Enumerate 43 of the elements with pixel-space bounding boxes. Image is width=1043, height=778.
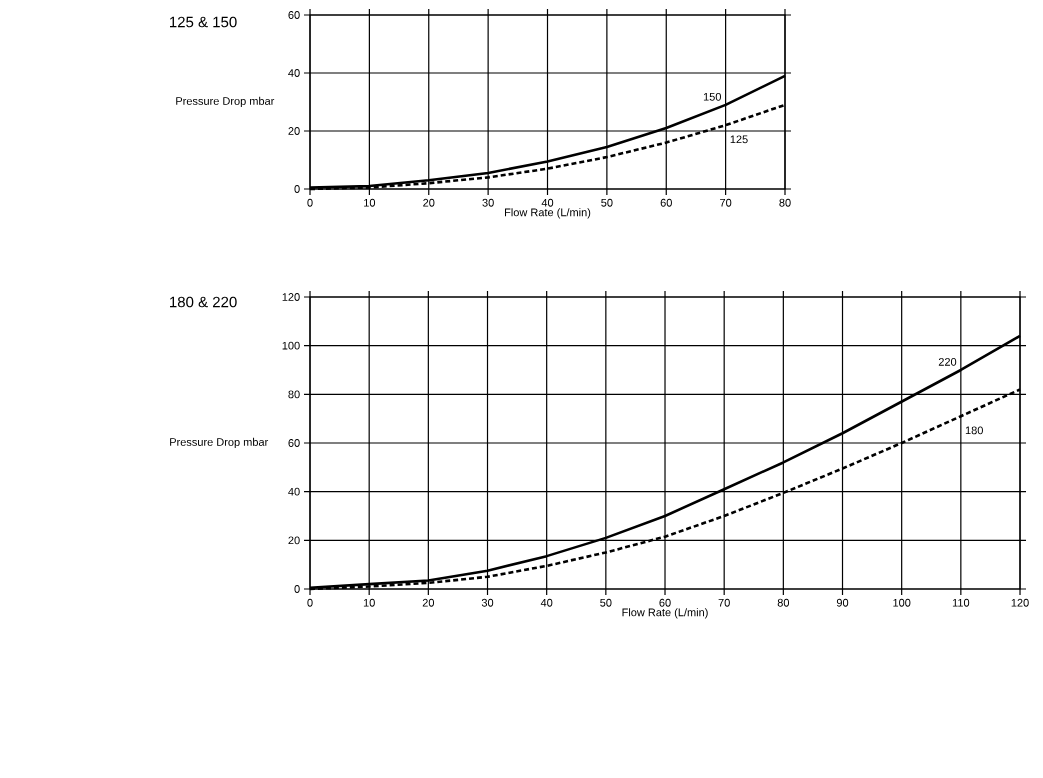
- chart-title: 125 & 150: [170, 16, 237, 28]
- x-tick-label: 70: [720, 198, 732, 207]
- x-tick-label: 0: [307, 598, 313, 607]
- x-tick-label: 70: [718, 598, 730, 607]
- y-tick-label: 120: [282, 293, 300, 301]
- y-tick-label: 60: [288, 439, 300, 447]
- y-tick-label: 40: [288, 69, 300, 77]
- x-tick-label: 30: [481, 598, 494, 607]
- series-label: 125: [730, 135, 748, 144]
- x-tick-label: 110: [952, 598, 970, 607]
- y-tick-label: 100: [282, 341, 300, 350]
- x-tick-label: 20: [422, 598, 435, 607]
- series-label: 150: [703, 92, 721, 101]
- y-tick-label: 20: [288, 127, 300, 135]
- series-label: 220: [938, 357, 957, 366]
- y-tick-label: 80: [288, 390, 300, 399]
- x-tick-label: 90: [836, 598, 849, 607]
- x-tick-label: 50: [601, 198, 613, 207]
- y-axis-title: Pressure Drop mbar: [176, 96, 275, 108]
- x-tick-label: 120: [1011, 598, 1029, 607]
- x-tick-label: 80: [777, 598, 790, 607]
- x-tick-label: 10: [363, 598, 375, 607]
- y-tick-label: 0: [294, 185, 300, 193]
- x-tick-label: 50: [600, 598, 612, 607]
- x-tick-label: 20: [423, 198, 435, 207]
- y-tick-label: 0: [294, 585, 300, 593]
- x-tick-label: 10: [364, 198, 376, 207]
- y-axis-title: Pressure Drop mbar: [170, 437, 269, 449]
- x-tick-label: 0: [307, 198, 313, 207]
- x-tick-label: 40: [540, 598, 553, 607]
- x-tick-label: 60: [660, 198, 672, 207]
- y-tick-label: 20: [288, 536, 300, 545]
- chart-title: 180 & 220: [170, 296, 237, 308]
- x-tick-label: 30: [482, 198, 494, 207]
- x-tick-label: 100: [893, 598, 911, 607]
- series-label: 180: [965, 426, 983, 435]
- x-tick-label: 40: [541, 198, 554, 207]
- y-tick-label: 40: [288, 487, 300, 496]
- x-tick-label: 60: [659, 598, 671, 607]
- x-axis-title: Flow Rate (L/min): [505, 208, 591, 219]
- x-axis-title: Flow Rate (L/min): [622, 608, 708, 619]
- x-tick-label: 80: [779, 198, 791, 207]
- y-tick-label: 60: [288, 11, 300, 19]
